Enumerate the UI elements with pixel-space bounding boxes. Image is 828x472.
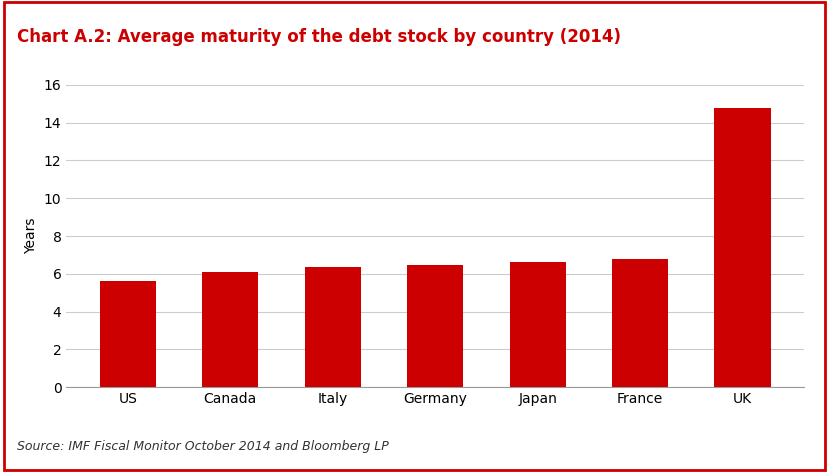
Bar bbox=[304, 267, 360, 387]
Bar bbox=[99, 281, 156, 387]
Bar bbox=[611, 259, 667, 387]
Bar bbox=[407, 265, 463, 387]
Y-axis label: Years: Years bbox=[24, 218, 38, 254]
Bar bbox=[714, 108, 770, 387]
Bar bbox=[509, 262, 566, 387]
Text: Chart A.2: Average maturity of the debt stock by country (2014): Chart A.2: Average maturity of the debt … bbox=[17, 28, 620, 46]
Bar bbox=[202, 272, 258, 387]
Text: Source: IMF Fiscal Monitor October 2014 and Bloomberg LP: Source: IMF Fiscal Monitor October 2014 … bbox=[17, 440, 388, 453]
